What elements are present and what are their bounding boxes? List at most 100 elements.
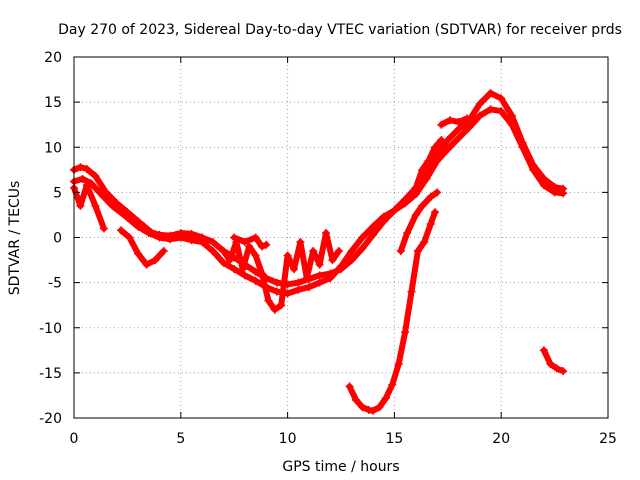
data-point-marker bbox=[290, 265, 299, 274]
data-point-marker bbox=[433, 188, 442, 197]
data-point-marker bbox=[426, 219, 435, 228]
data-point-marker bbox=[142, 260, 151, 269]
data-point-marker bbox=[445, 116, 454, 125]
data-point-marker bbox=[401, 199, 410, 208]
data-point-marker bbox=[78, 174, 87, 183]
data-point-marker bbox=[99, 224, 108, 233]
data-point-marker bbox=[315, 278, 324, 287]
data-point-marker bbox=[369, 406, 378, 415]
series-pass-2 bbox=[70, 105, 568, 298]
data-point-marker bbox=[272, 278, 281, 287]
data-point-marker bbox=[82, 164, 91, 173]
data-point-marker bbox=[187, 236, 196, 245]
y-tick-label: -10 bbox=[39, 321, 62, 337]
data-point-marker bbox=[225, 256, 234, 265]
data-point-marker bbox=[219, 247, 228, 256]
data-point-marker bbox=[296, 238, 305, 247]
data-point-marker bbox=[539, 346, 548, 355]
data-point-marker bbox=[251, 276, 260, 285]
data-point-marker bbox=[155, 233, 164, 242]
y-tick-label: -15 bbox=[39, 366, 62, 382]
data-point-marker bbox=[251, 233, 260, 242]
data-point-marker bbox=[550, 188, 559, 197]
data-point-marker bbox=[411, 183, 420, 192]
x-tick-label: 20 bbox=[492, 431, 510, 447]
data-point-marker bbox=[437, 136, 446, 145]
data-point-marker bbox=[144, 228, 153, 237]
data-point-marker bbox=[95, 188, 104, 197]
data-point-marker bbox=[176, 233, 185, 242]
data-point-marker bbox=[465, 123, 474, 132]
data-point-marker bbox=[351, 395, 360, 404]
data-point-marker bbox=[240, 238, 249, 247]
data-point-marker bbox=[272, 287, 281, 296]
data-point-marker bbox=[426, 192, 435, 201]
data-point-marker bbox=[328, 256, 337, 265]
data-point-marker bbox=[309, 247, 318, 256]
data-point-marker bbox=[322, 228, 331, 237]
data-point-marker bbox=[123, 213, 132, 222]
data-point-marker bbox=[413, 247, 422, 256]
data-point-marker bbox=[251, 251, 260, 260]
data-point-marker bbox=[166, 235, 175, 244]
data-point-marker bbox=[315, 260, 324, 269]
data-point-marker bbox=[388, 380, 397, 389]
data-point-marker bbox=[125, 233, 134, 242]
data-point-marker bbox=[76, 163, 85, 172]
x-tick-label: 15 bbox=[385, 431, 403, 447]
x-axis-label: GPS time / hours bbox=[282, 459, 399, 475]
data-point-marker bbox=[264, 296, 273, 305]
data-point-marker bbox=[294, 285, 303, 294]
data-point-marker bbox=[379, 212, 388, 221]
data-point-marker bbox=[381, 394, 390, 403]
data-point-marker bbox=[345, 382, 354, 391]
data-point-marker bbox=[559, 189, 568, 198]
series-pass-6 bbox=[230, 233, 271, 251]
data-point-marker bbox=[463, 114, 472, 123]
y-tick-label: 0 bbox=[53, 231, 62, 247]
data-point-marker bbox=[240, 271, 249, 280]
data-point-marker bbox=[208, 238, 217, 247]
data-point-marker bbox=[396, 247, 405, 256]
data-point-marker bbox=[407, 287, 416, 296]
data-point-marker bbox=[245, 242, 254, 251]
data-point-marker bbox=[430, 143, 439, 152]
data-point-marker bbox=[219, 258, 228, 267]
data-point-marker bbox=[91, 201, 100, 210]
data-point-marker bbox=[116, 226, 125, 235]
y-tick-label: 15 bbox=[44, 95, 62, 111]
data-point-marker bbox=[529, 165, 538, 174]
data-point-marker bbox=[559, 367, 568, 376]
x-tick-label: 10 bbox=[279, 431, 297, 447]
data-point-marker bbox=[337, 262, 345, 271]
data-point-marker bbox=[471, 116, 480, 125]
data-point-marker bbox=[302, 274, 311, 283]
data-point-marker bbox=[108, 201, 117, 210]
x-tick-label: 5 bbox=[176, 431, 185, 447]
data-point-marker bbox=[76, 201, 85, 210]
data-point-marker bbox=[507, 120, 516, 129]
data-point-marker bbox=[257, 269, 266, 278]
data-point-marker bbox=[454, 125, 463, 134]
data-point-marker bbox=[437, 120, 446, 129]
data-point-marker bbox=[230, 265, 239, 274]
data-point-marker bbox=[401, 328, 410, 337]
data-point-marker bbox=[443, 145, 452, 154]
data-point-marker bbox=[238, 265, 247, 274]
y-tick-label: 10 bbox=[44, 140, 62, 156]
data-point-marker bbox=[424, 156, 433, 165]
series-pass-7 bbox=[345, 208, 439, 415]
data-point-marker bbox=[315, 271, 324, 280]
data-point-marker bbox=[358, 403, 367, 412]
series-pass-5 bbox=[219, 228, 343, 314]
data-point-marker bbox=[358, 244, 367, 253]
data-point-marker bbox=[208, 247, 217, 256]
data-point-marker bbox=[358, 233, 367, 242]
series-pass-9 bbox=[411, 136, 446, 192]
data-point-marker bbox=[539, 181, 548, 190]
data-point-marker bbox=[159, 247, 168, 256]
data-series bbox=[70, 89, 568, 415]
series-trace bbox=[118, 227, 167, 268]
